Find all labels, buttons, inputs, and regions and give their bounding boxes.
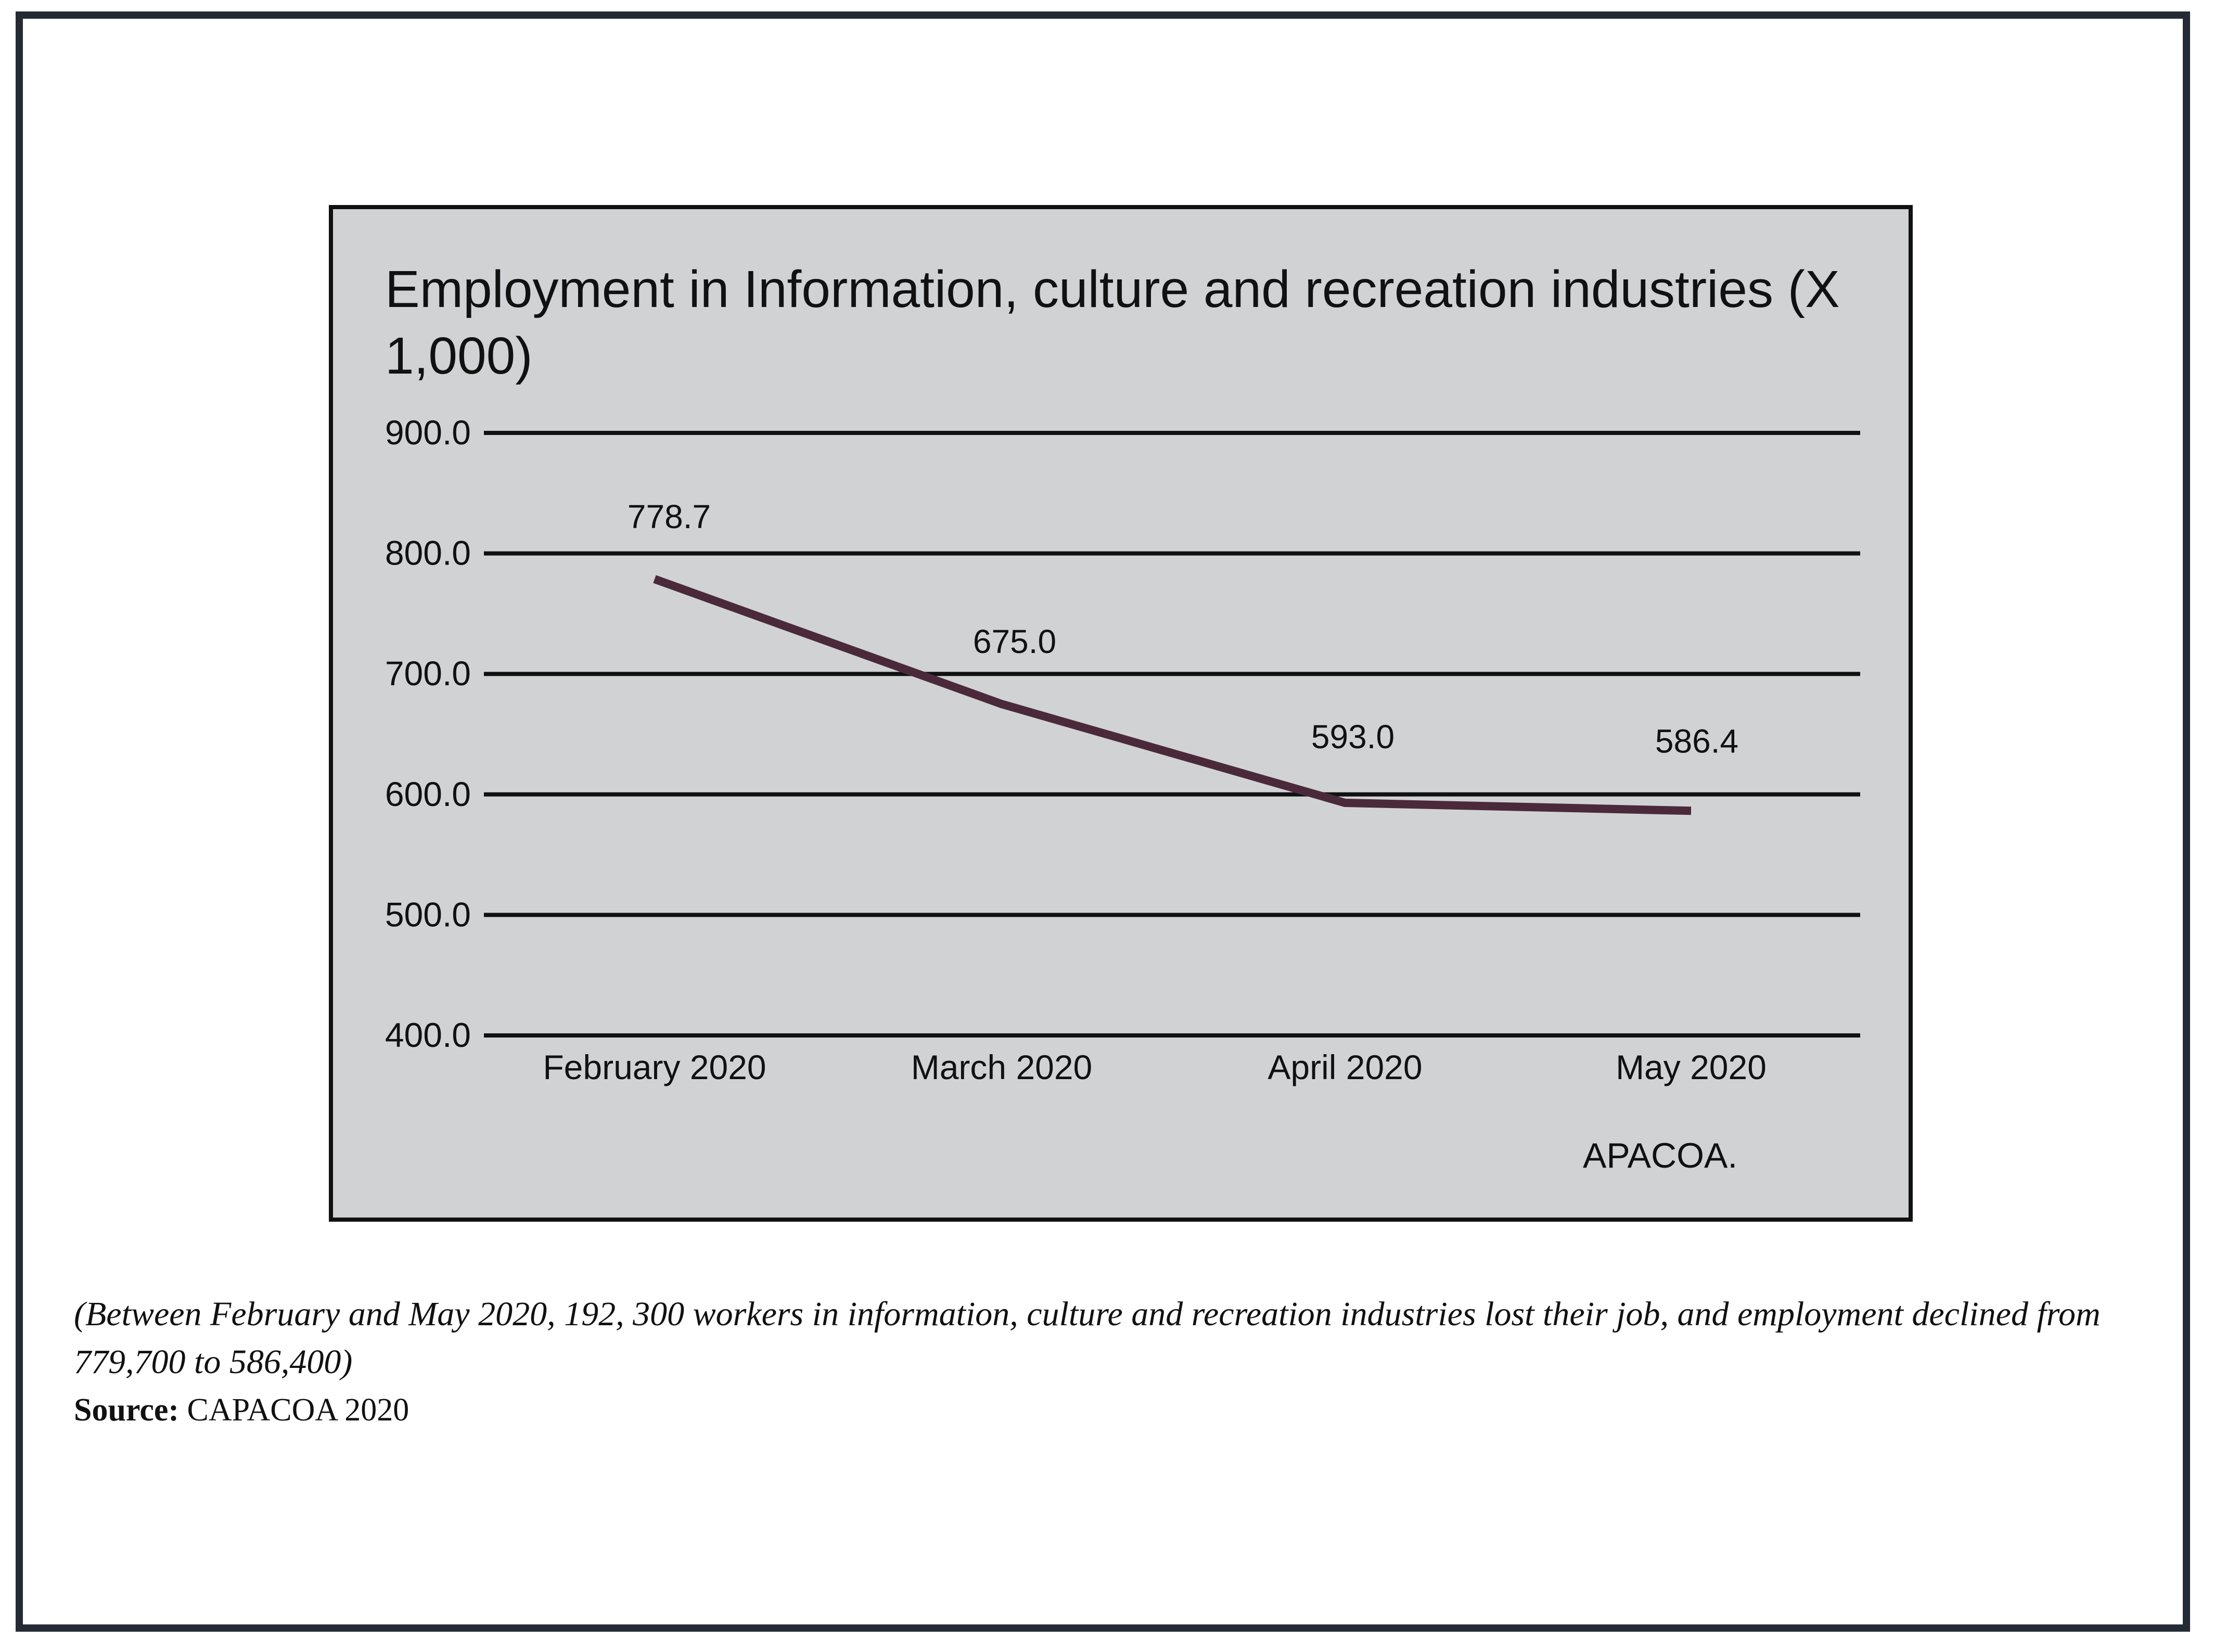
chart-watermark: APACOA.	[1583, 1136, 1737, 1175]
data-label-0: 778.7	[628, 498, 711, 535]
y-tick-label-700.0: 700.0	[385, 654, 471, 693]
source-label: Source:	[74, 1392, 180, 1428]
chart-title-line-1: Employment in Information, culture and r…	[385, 260, 1840, 318]
chart-panel	[329, 205, 1913, 1222]
gridlines	[484, 431, 1860, 1038]
source-text: CAPACOA 2020	[179, 1392, 409, 1428]
caption-source: Source: CAPACOA 2020	[74, 1386, 2155, 1434]
y-tick-label-900.0: 900.0	[385, 413, 471, 452]
x-axis-ticks: February 2020 March 2020 April 2020 May 202…	[543, 1048, 1767, 1086]
chart-title-line-2: 1,000)	[385, 327, 533, 385]
y-axis-ticks: 900.0 800.0 700.0 600.0 500.0 400.0	[385, 413, 471, 1054]
caption-note: (Between February and May 2020, 192, 300…	[74, 1295, 2101, 1381]
y-tick-label-500.0: 500.0	[385, 895, 471, 933]
x-tick-label-1: March 2020	[911, 1048, 1093, 1086]
y-tick-label-600.0: 600.0	[385, 775, 471, 813]
y-tick-label-800.0: 800.0	[385, 534, 471, 572]
y-tick-label-400.0: 400.0	[385, 1016, 471, 1054]
figure-caption: (Between February and May 2020, 192, 300…	[74, 1290, 2155, 1434]
data-label-3: 586.4	[1655, 722, 1738, 760]
x-tick-label-0: February 2020	[543, 1048, 766, 1086]
data-label-2: 593.0	[1311, 718, 1394, 755]
data-labels: 778.7 675.0 593.0 586.4	[628, 498, 1738, 760]
x-tick-label-3: May 2020	[1616, 1048, 1767, 1086]
series-line	[653, 575, 1692, 815]
x-tick-label-2: April 2020	[1268, 1048, 1422, 1086]
series-line-group	[653, 575, 1692, 815]
data-label-1: 675.0	[973, 623, 1056, 660]
